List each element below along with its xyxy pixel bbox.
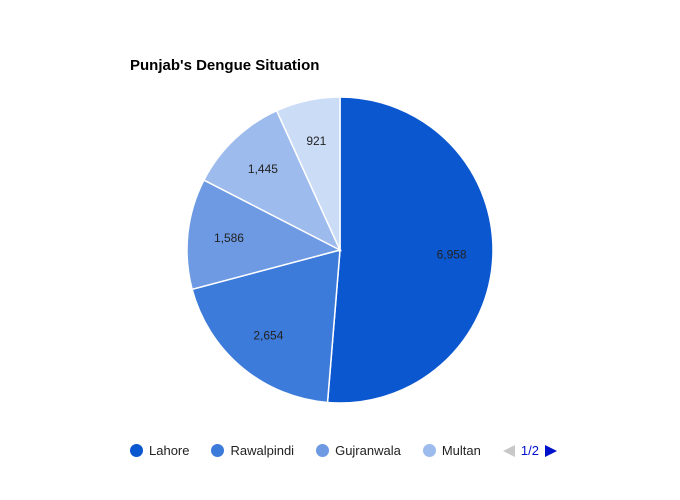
pie-slice[interactable]: [326, 96, 494, 404]
legend-dot-icon: [130, 444, 143, 457]
previous-page-arrow-icon[interactable]: [502, 444, 515, 457]
legend-label: Multan: [441, 443, 481, 458]
slice-value-label: 1,586: [214, 231, 244, 245]
legend-pager: 1/2: [502, 443, 557, 458]
legend-dot-icon: [211, 444, 225, 457]
legend-item-multan[interactable]: Multan: [422, 443, 481, 458]
pie-slice[interactable]: [202, 109, 342, 252]
slice-value-label: 1,445: [248, 162, 278, 176]
legend-label: Rawalpindi: [230, 443, 295, 458]
slice-value-label: 6,958: [437, 248, 467, 262]
next-page-arrow-icon[interactable]: [544, 444, 557, 457]
legend-item-gujranwala[interactable]: Gujranwala: [316, 443, 401, 458]
legend-dot-icon: [422, 444, 436, 457]
pie-slice[interactable]: [191, 249, 341, 404]
legend-label: Gujranwala: [335, 443, 401, 458]
legend-item-rawalpindi[interactable]: Rawalpindi: [211, 443, 294, 458]
pie-slice[interactable]: [186, 179, 343, 291]
legend-dot-icon: [316, 444, 330, 457]
legend-page-number: 1/2: [520, 443, 539, 458]
legend: Lahore Rawalpindi Gujranwala Multan 1/2: [130, 443, 557, 458]
slice-value-label: 921: [306, 134, 326, 148]
slice-value-label: 2,654: [253, 329, 283, 343]
chart-title: Punjab's Dengue Situation: [130, 57, 320, 74]
legend-label: Lahore: [149, 443, 190, 458]
legend-item-lahore[interactable]: Lahore: [130, 443, 189, 458]
pie-slice[interactable]: [275, 96, 341, 251]
